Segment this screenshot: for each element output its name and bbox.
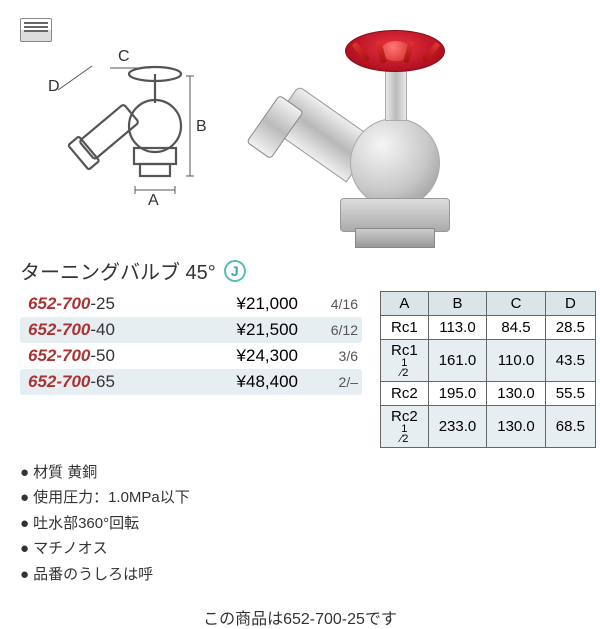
spec-notes: 材質 黄銅使用圧力：1.0MPa以下吐水部360°回転マチノオス品番のうしろは呼 <box>20 460 580 588</box>
table-cell: 195.0 <box>428 381 487 405</box>
product-row: 652-700-25¥21,0004/16 <box>20 291 362 317</box>
part-number: 652-700-50 <box>28 346 188 366</box>
table-header: C <box>487 292 546 316</box>
handwheel-icon <box>345 30 445 72</box>
table-row: Rc21⁄2233.0130.068.5 <box>381 405 596 447</box>
product-row: 652-700-40¥21,5006/12 <box>20 317 362 343</box>
pack-qty: 4/16 <box>298 296 358 312</box>
table-cell: Rc21⁄2 <box>381 405 429 447</box>
table-row: Rc2195.0130.055.5 <box>381 381 596 405</box>
table-header: B <box>428 292 487 316</box>
table-cell: 110.0 <box>487 340 546 382</box>
table-cell: 28.5 <box>545 316 595 340</box>
table-cell: 68.5 <box>545 405 595 447</box>
diagram-label-a: A <box>148 192 159 210</box>
dimension-table: ABCDRc1113.084.528.5Rc11⁄2161.0110.043.5… <box>380 291 596 448</box>
spec-note: 使用圧力：1.0MPa以下 <box>20 485 580 511</box>
table-cell: 84.5 <box>487 316 546 340</box>
spec-note: 吐水部360°回転 <box>20 511 580 537</box>
pack-qty: 6/12 <box>298 322 358 338</box>
price: ¥48,400 <box>188 372 298 392</box>
price: ¥21,000 <box>188 294 298 314</box>
table-cell: 55.5 <box>545 381 595 405</box>
price: ¥24,300 <box>188 346 298 366</box>
pn-suffix: -25 <box>90 294 115 313</box>
table-cell: 161.0 <box>428 340 487 382</box>
product-list: 652-700-25¥21,0004/16652-700-40¥21,5006/… <box>20 291 362 448</box>
product-row: 652-700-50¥24,3003/6 <box>20 343 362 369</box>
table-header: A <box>381 292 429 316</box>
table-cell: 130.0 <box>487 405 546 447</box>
j-badge-icon: J <box>224 260 246 282</box>
pack-qty: 2/– <box>298 374 358 390</box>
table-cell: 43.5 <box>545 340 595 382</box>
product-row: 652-700-65¥48,4002/– <box>20 369 362 395</box>
pn-suffix: -50 <box>90 346 115 365</box>
table-header-row: ABCD <box>381 292 596 316</box>
table-cell: Rc1 <box>381 316 429 340</box>
part-number: 652-700-25 <box>28 294 188 314</box>
pn-suffix: -40 <box>90 320 115 339</box>
table-cell: Rc11⁄2 <box>381 340 429 382</box>
table-cell: Rc2 <box>381 381 429 405</box>
pn-prefix: 652-700 <box>28 372 90 391</box>
top-area: D C B A <box>20 48 580 248</box>
catalog-icon <box>20 18 52 42</box>
pn-prefix: 652-700 <box>28 346 90 365</box>
diagram-label-d: D <box>48 78 60 96</box>
table-row: Rc11⁄2161.0110.043.5 <box>381 340 596 382</box>
part-number: 652-700-65 <box>28 372 188 392</box>
dimension-diagram: D C B A <box>40 48 220 208</box>
diagram-label-b: B <box>196 118 207 136</box>
product-photo <box>230 48 580 248</box>
pn-prefix: 652-700 <box>28 294 90 313</box>
footer-note: この商品は652-700-25です <box>20 605 580 629</box>
product-title-row: ターニングバルブ 45° J <box>20 256 580 285</box>
table-row: Rc1113.084.528.5 <box>381 316 596 340</box>
part-number: 652-700-40 <box>28 320 188 340</box>
table-cell: 113.0 <box>428 316 487 340</box>
diagram-label-c: C <box>118 48 130 66</box>
product-title: ターニングバルブ 45° <box>20 256 216 285</box>
spec-note: マチノオス <box>20 536 580 562</box>
spec-note: 品番のうしろは呼 <box>20 562 580 588</box>
pn-prefix: 652-700 <box>28 320 90 339</box>
pack-qty: 3/6 <box>298 348 358 364</box>
spec-note: 材質 黄銅 <box>20 460 580 486</box>
table-cell: 233.0 <box>428 405 487 447</box>
price: ¥21,500 <box>188 320 298 340</box>
pn-suffix: -65 <box>90 372 115 391</box>
table-cell: 130.0 <box>487 381 546 405</box>
diagram-svg <box>40 48 220 208</box>
table-header: D <box>545 292 595 316</box>
